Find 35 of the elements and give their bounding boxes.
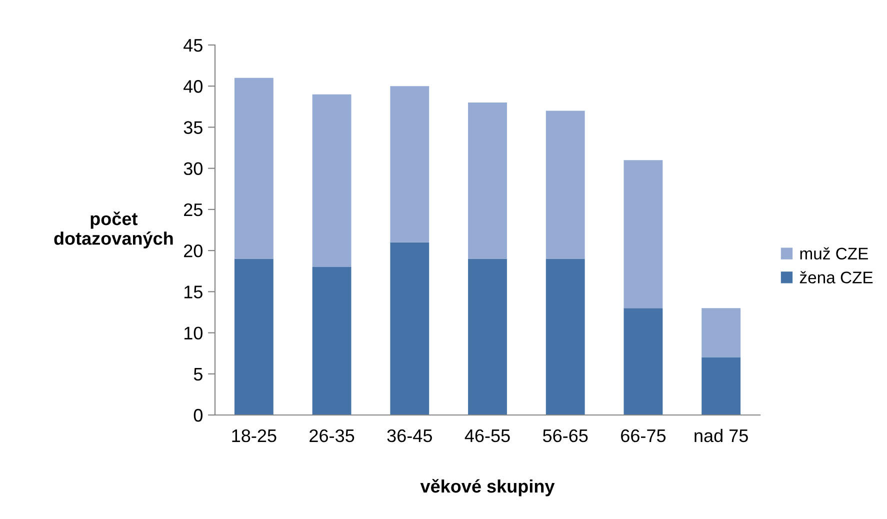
bar [234, 258, 274, 415]
y-tick-label: 10 [184, 326, 202, 340]
bar [702, 357, 741, 415]
y-tick-label: 30 [184, 162, 202, 176]
bar [468, 258, 507, 415]
bar [624, 160, 663, 308]
y-tick-label: 20 [184, 244, 202, 258]
y-tick-label: 40 [184, 80, 202, 93]
y-tick-label: 0 [194, 408, 202, 422]
x-tick-label: 46-55 [464, 429, 510, 442]
bar [312, 267, 352, 415]
y-tick-label: 35 [184, 121, 202, 134]
legend-label: muž CZE [800, 247, 868, 260]
x-tick-label: 26-35 [310, 429, 354, 442]
bar [234, 78, 274, 259]
bar [546, 258, 585, 415]
x-axis-title: věkové skupiny [420, 479, 555, 496]
bar [390, 242, 430, 415]
y-axis-title: počet dotazovaných [54, 212, 173, 248]
x-tick-label: 56-65 [542, 429, 588, 442]
x-tick-label: nad 75 [694, 428, 748, 442]
y-tick-label: 25 [184, 203, 202, 216]
y-tick-label: 45 [184, 39, 202, 52]
bar [702, 308, 741, 358]
bar [624, 308, 663, 415]
bar [390, 86, 430, 242]
x-tick-label: 18-25 [232, 429, 276, 442]
y-tick-label: 5 [194, 368, 202, 381]
y-tick-label: 15 [184, 286, 202, 298]
bar [546, 110, 585, 259]
x-tick-label: 66-75 [621, 429, 666, 442]
x-tick-label: 36-45 [387, 429, 432, 442]
bar [312, 94, 352, 267]
legend-label: žena CZE [800, 271, 873, 284]
bar [468, 102, 507, 259]
